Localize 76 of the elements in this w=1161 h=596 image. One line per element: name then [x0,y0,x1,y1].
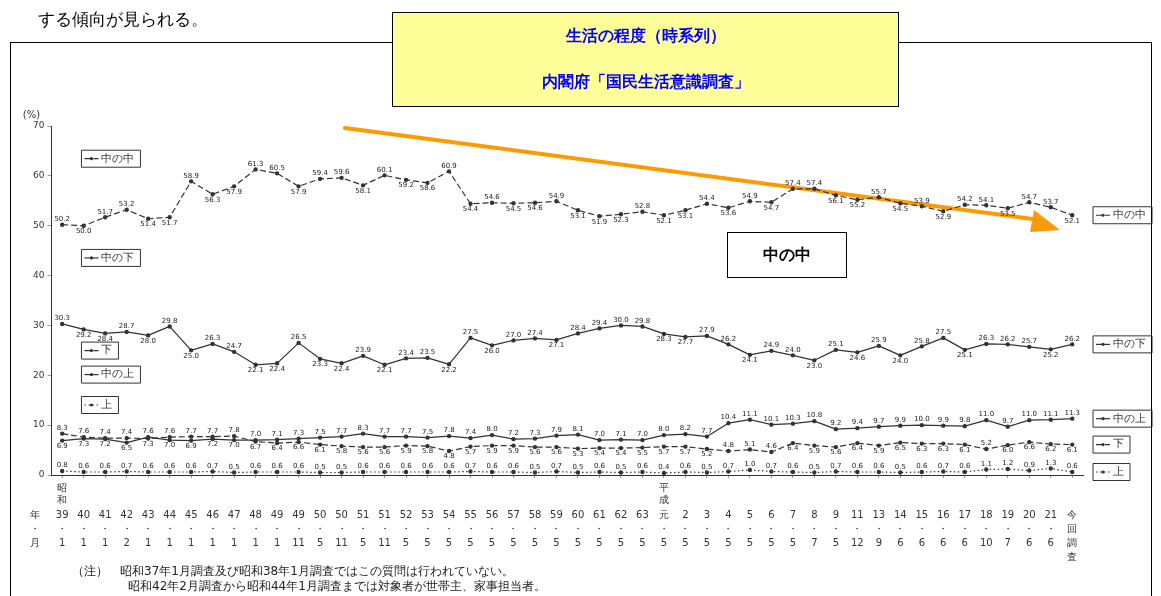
x-tick-label: 5・5 [744,508,755,548]
x-tick-label: 44・1 [163,508,177,548]
text: 昭和42年2月調査から昭和44年1月調査までは対象者が世帯主、家事担当者。 [128,578,546,595]
x-tick-label: 16・6 [936,508,950,548]
text: 中の中 [1113,208,1146,222]
x-tick-label: 58・5 [528,508,542,548]
x-tick-label: 60・5 [571,508,585,548]
x-tick-label: 49・1 [270,508,284,548]
x-tick-label: 53・5 [421,508,434,548]
x-tick-label: 61・5 [593,508,606,548]
legend-label: 中の上 [101,367,135,381]
y-tick-label: 60 [33,170,45,181]
text: （注） 昭和37年1月調査及び昭和38年1月調査ではこの質問は行われていない。 [72,563,514,580]
x-tick-label: 45・1 [184,508,198,548]
callout-box: 中の中 [727,232,847,278]
x-tick-label: 39・1 [55,508,69,548]
x-tick-label: 51・11 [378,508,391,548]
y-tick-label: 50 [33,220,45,231]
chart-title: 生活の程度（時系列） [565,25,726,47]
x-tick-label: 今回調査 [1067,508,1078,562]
y-tick-label: 0 [38,469,45,480]
text: する傾向が見られる。 [38,8,208,31]
x-tick-label: 40・1 [77,508,91,548]
text: 上 [101,397,113,411]
x-tick-label: 50・5 [313,508,327,548]
text: 平成 [659,482,669,506]
x-tick-label: 62・5 [614,508,628,548]
x-tick-label: 3・5 [701,508,712,548]
chart-subtitle: 内閣府「国民生活意識調査」 [541,72,750,94]
x-tick-label: 8・7 [809,508,820,548]
x-tick-label: 54・5 [442,508,456,548]
y-tick-label: 40 [33,269,45,280]
y-tick-label: 70 [33,120,45,131]
x-tick-label: 52・5 [399,508,413,548]
x-tick-label: 55・5 [464,508,477,548]
x-tick-label: 13・9 [872,508,886,548]
x-tick-label: 17・6 [958,508,972,548]
text: 中の下 [101,250,135,264]
x-tick-label: 21・6 [1044,508,1058,548]
x-tick-label: 11・12 [850,508,864,548]
x-tick-label: 18・10 [979,508,993,548]
x-tick-label: 19・7 [1001,508,1015,548]
x-tick-label: 49・11 [292,508,305,548]
x-tick-label: 20・6 [1022,508,1036,548]
x-tick-label: 4・5 [723,508,734,548]
x-tick-label: 47・1 [227,508,241,548]
text: 下 [101,343,113,357]
legend-label: 上 [1113,464,1124,478]
x-tick-label: 63・5 [636,508,649,548]
x-tick-label: 46・1 [206,508,219,548]
y-axis-title: (%) [22,108,41,120]
x-tick-label: 43・1 [141,508,155,548]
y-tick-label: 20 [33,369,45,380]
x-tick-label: 57・5 [507,508,520,548]
x-tick-label: 41・1 [98,508,112,548]
text: 昭和 [57,482,67,506]
x-tick-label: 2・5 [680,508,691,548]
x-tick-label: 15・6 [915,508,929,548]
x-tick-label: 48・1 [249,508,262,548]
y-tick-label: 10 [33,419,45,430]
y-tick-label: 30 [33,319,45,330]
text: 中の上 [1113,411,1146,425]
legend-label: 中の中 [101,151,135,165]
x-axis-title: 年・月 [30,508,41,548]
x-tick-label: 51・5 [356,508,370,548]
legend-label: 中の下 [1113,337,1146,351]
x-tick-label: 元・5 [658,508,669,548]
x-tick-label: 42・2 [120,508,134,548]
x-tick-label: 50・11 [335,508,348,548]
x-tick-label: 7・5 [787,508,798,548]
x-tick-label: 9・5 [830,508,841,548]
x-tick-label: 56・5 [485,508,499,548]
x-tick-label: 14・6 [893,508,907,548]
x-tick-label: 6・5 [766,508,777,548]
x-tick-label: 59・5 [550,508,563,548]
legend-label: 下 [1113,437,1124,451]
